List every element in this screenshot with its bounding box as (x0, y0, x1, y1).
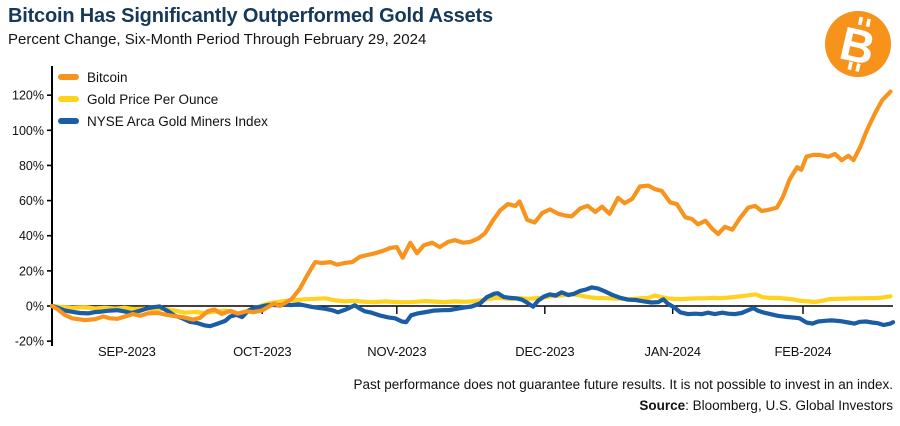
source-text: Source: Bloomberg, U.S. Global Investors (639, 398, 893, 413)
x-axis-label: SEP-2023 (98, 344, 156, 359)
x-axis-label: FEB-2024 (775, 344, 832, 359)
bitcoin-swatch-icon (58, 74, 79, 80)
gold-price-per-ounce-swatch-icon (58, 96, 79, 102)
bitcoin-logo-icon: B (825, 11, 891, 77)
legend-label-gold-price-per-ounce: Gold Price Per Ounce (87, 91, 219, 107)
y-axis-label: 120% (12, 89, 44, 103)
y-axis-label: 80% (19, 159, 44, 173)
x-axis-label: DEC-2023 (515, 344, 574, 359)
legend-item-gold-price-per-ounce: Gold Price Per Ounce (58, 88, 268, 110)
y-axis-label: 60% (19, 194, 44, 208)
y-axis-label: 20% (19, 264, 44, 278)
x-axis-label: JAN-2024 (645, 344, 701, 359)
legend-label-nyse-arca-gold-miners-index: NYSE Arca Gold Miners Index (87, 113, 268, 129)
source-rest: : Bloomberg, U.S. Global Investors (685, 398, 893, 413)
legend-label-bitcoin: Bitcoin (87, 69, 128, 85)
legend-item-nyse-arca-gold-miners-index: NYSE Arca Gold Miners Index (58, 110, 268, 132)
page-subtitle: Percent Change, Six-Month Period Through… (8, 31, 427, 48)
legend-item-bitcoin: Bitcoin (58, 66, 268, 88)
x-axis-label: NOV-2023 (367, 344, 426, 359)
y-axis-label: -20% (15, 335, 44, 349)
y-axis-label: 0% (26, 300, 44, 314)
source-label: Source (639, 398, 686, 413)
y-axis-label: 100% (12, 124, 44, 138)
disclaimer-text: Past performance does not guarantee futu… (353, 377, 893, 392)
performance-line-chart: -20% 0% 20% 40% 60% 80% 100% 120% SEP-2023 OCT-20… (12, 66, 896, 359)
y-axis-label: 40% (19, 229, 44, 243)
page-title: Bitcoin Has Significantly Outperformed G… (8, 5, 493, 27)
series-line-nyse-arca-gold-miners-index (49, 285, 896, 329)
nyse-arca-gold-miners-index-swatch-icon (58, 118, 79, 124)
chart-legend: Bitcoin Gold Price Per Ounce NYSE Arca Gol… (58, 66, 268, 132)
x-axis-label: OCT-2023 (233, 344, 291, 359)
series-line-bitcoin (49, 89, 893, 323)
